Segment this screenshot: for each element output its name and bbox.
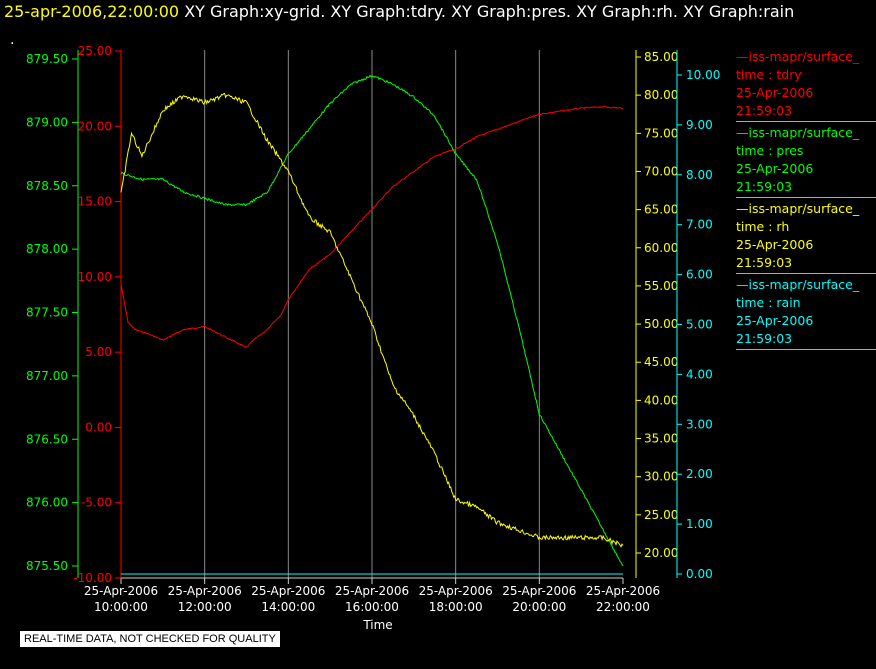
x-tick-label-date: 25-Apr-2006 — [168, 584, 242, 598]
x-tick-label-time: 18:00:00 — [429, 600, 483, 614]
quality-notice: REAL-TIME DATA, NOT CHECKED FOR QUALITY — [20, 631, 280, 647]
x-tick-label-time: 14:00:00 — [261, 600, 315, 614]
rain-tick-label: 4.00 — [686, 367, 713, 381]
tdry-tick-label: -10.00 — [73, 571, 112, 585]
rain-tick-label: 9.00 — [686, 118, 713, 132]
rain-tick-label: 1.00 — [686, 517, 713, 531]
rh-tick-label: 25.00 — [644, 508, 678, 522]
rain-tick-label: 3.00 — [686, 417, 713, 431]
rh-tick-label: 30.00 — [644, 470, 678, 484]
rh-tick-label: 40.00 — [644, 393, 678, 407]
legend-entry-pres: —iss-mapr/surface_ time : pres 25-Apr-20… — [736, 124, 876, 198]
pres-tick-label: 876.50 — [26, 432, 68, 446]
legend-time: 21:59:03 — [736, 331, 793, 346]
x-tick-label-time: 16:00:00 — [345, 600, 399, 614]
rain-tick-label: 7.00 — [686, 218, 713, 232]
rh-tick-label: 70.00 — [644, 164, 678, 178]
rain-tick-label: 5.00 — [686, 318, 713, 332]
x-tick-label-time: 10:00:00 — [94, 600, 148, 614]
pres-tick-label: 879.00 — [26, 115, 68, 129]
legend-time: 21:59:03 — [736, 179, 793, 194]
legend-entry-rain: —iss-mapr/surface_ time : rain 25-Apr-20… — [736, 276, 876, 350]
legend-label: time : tdry — [736, 67, 802, 82]
x-tick-label-time: 12:00:00 — [178, 600, 232, 614]
corner-mark: . — [10, 32, 15, 48]
pres-series-line — [120, 74, 624, 567]
header-graph-titles: XY Graph:xy-grid. XY Graph:tdry. XY Grap… — [184, 2, 795, 21]
rh-tick-label: 85.00 — [644, 50, 678, 64]
pres-tick-label: 875.50 — [26, 559, 68, 573]
legend-source: —iss-mapr/surface_ — [736, 277, 860, 292]
rh-tick-label: 50.00 — [644, 317, 678, 331]
legend-source: —iss-mapr/surface_ — [736, 125, 860, 140]
pres-tick-label: 877.50 — [26, 306, 68, 320]
legend-source: —iss-mapr/surface_ — [736, 49, 860, 64]
legend-time: 21:59:03 — [736, 255, 793, 270]
tdry-tick-label: 5.00 — [85, 345, 112, 359]
legend-date: 25-Apr-2006 — [736, 161, 814, 176]
legend-label: time : rain — [736, 295, 801, 310]
legend-entry-rh: —iss-mapr/surface_ time : rh 25-Apr-2006… — [736, 200, 876, 274]
graph-header: 25-apr-2006,22:00:00 XY Graph:xy-grid. X… — [4, 2, 794, 21]
rain-tick-label: 0.00 — [686, 567, 713, 581]
rh-tick-label: 55.00 — [644, 279, 678, 293]
x-tick-label-time: 20:00:00 — [512, 600, 566, 614]
pres-tick-label: 877.00 — [26, 369, 68, 383]
legend-date: 25-Apr-2006 — [736, 313, 814, 328]
legend-date: 25-Apr-2006 — [736, 237, 814, 252]
rh-series-line — [120, 92, 624, 548]
x-tick-label-date: 25-Apr-2006 — [586, 584, 660, 598]
tdry-tick-label: 10.00 — [78, 270, 112, 284]
header-timestamp: 25-apr-2006,22:00:00 — [4, 2, 180, 21]
legend-entry-tdry: —iss-mapr/surface_ time : tdry 25-Apr-20… — [736, 48, 876, 122]
rain-tick-label: 10.00 — [686, 68, 720, 82]
rh-tick-label: 20.00 — [644, 546, 678, 560]
legend-time: 21:59:03 — [736, 103, 793, 118]
legend-label: time : rh — [736, 219, 790, 234]
tdry-tick-label: 25.00 — [78, 44, 112, 58]
tdry-tick-label: 0.00 — [85, 420, 112, 434]
rain-tick-label: 6.00 — [686, 268, 713, 282]
tdry-series-line — [120, 105, 624, 348]
x-tick-label-date: 25-Apr-2006 — [502, 584, 576, 598]
rh-tick-label: 35.00 — [644, 432, 678, 446]
x-tick-label-date: 25-Apr-2006 — [419, 584, 493, 598]
tdry-tick-label: -5.00 — [81, 496, 112, 510]
legend: —iss-mapr/surface_ time : tdry 25-Apr-20… — [736, 48, 876, 352]
pres-tick-label: 878.00 — [26, 242, 68, 256]
tdry-tick-label: 15.00 — [78, 195, 112, 209]
rh-tick-label: 45.00 — [644, 355, 678, 369]
legend-source: —iss-mapr/surface_ — [736, 201, 860, 216]
x-tick-label-date: 25-Apr-2006 — [84, 584, 158, 598]
rh-tick-label: 80.00 — [644, 88, 678, 102]
rain-tick-label: 2.00 — [686, 467, 713, 481]
pres-tick-label: 879.50 — [26, 52, 68, 66]
pres-tick-label: 878.50 — [26, 179, 68, 193]
rh-tick-label: 65.00 — [644, 203, 678, 217]
x-tick-label-time: 22:00:00 — [596, 600, 650, 614]
tdry-tick-label: 20.00 — [78, 119, 112, 133]
x-tick-label-date: 25-Apr-2006 — [251, 584, 325, 598]
pres-tick-label: 876.00 — [26, 496, 68, 510]
x-axis-label: Time — [362, 618, 392, 632]
rh-tick-label: 75.00 — [644, 126, 678, 140]
x-tick-label-date: 25-Apr-2006 — [335, 584, 409, 598]
rain-tick-label: 8.00 — [686, 168, 713, 182]
legend-label: time : pres — [736, 143, 804, 158]
legend-date: 25-Apr-2006 — [736, 85, 814, 100]
rh-tick-label: 60.00 — [644, 241, 678, 255]
